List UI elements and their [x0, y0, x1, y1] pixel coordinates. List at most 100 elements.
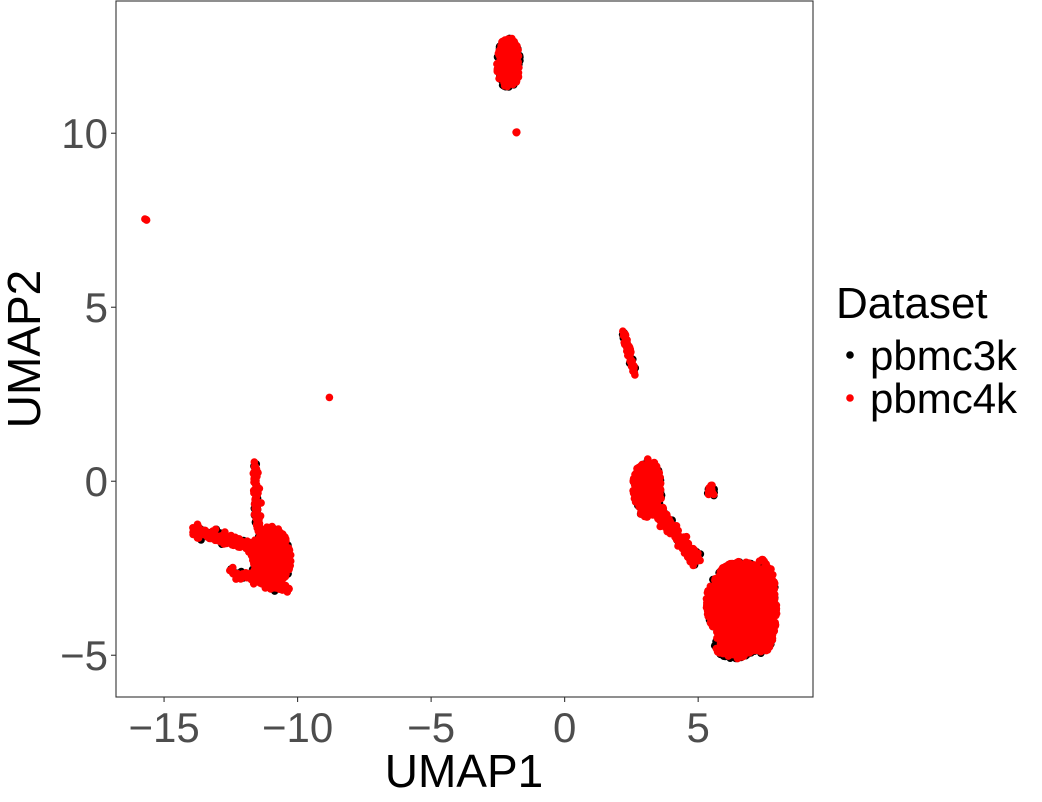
point-pbmc4k [252, 486, 261, 494]
point-pbmc4k [730, 614, 739, 623]
point-pbmc4k [226, 539, 234, 547]
x-tick-label: 5 [686, 704, 709, 751]
point-pbmc4k [651, 505, 660, 513]
x-tick-label: 0 [553, 704, 576, 751]
point-pbmc4k [498, 59, 506, 67]
point-pbmc4k [734, 606, 742, 614]
point-pbmc4k [652, 462, 661, 471]
point-pbmc4k [756, 566, 765, 575]
point-pbmc4k [228, 568, 237, 577]
point-pbmc4k [730, 588, 739, 597]
point-pbmc4k [719, 618, 727, 627]
legend-item-pbmc3k: pbmc3k [846, 332, 1018, 379]
point-pbmc4k [263, 563, 272, 572]
point-pbmc4k [694, 555, 703, 564]
point-pbmc4k [635, 481, 643, 489]
point-pbmc4k [249, 580, 258, 588]
point-pbmc4k [255, 521, 264, 530]
point-pbmc4k [201, 527, 210, 535]
point-pbmc4k [764, 628, 772, 637]
point-pbmc4k [656, 513, 664, 522]
point-pbmc4k [238, 538, 247, 546]
point-pbmc4k [232, 575, 240, 583]
y-tick-label: 0 [85, 458, 108, 505]
point-pbmc4k [641, 488, 649, 496]
point-pbmc4k [708, 488, 717, 497]
point-pbmc4k [511, 53, 519, 62]
point-pbmc4k [243, 573, 251, 581]
point-pbmc4k [250, 471, 259, 480]
point-pbmc4k [209, 534, 218, 543]
point-pbmc4k [739, 570, 747, 578]
point-pbmc4k [710, 599, 718, 607]
point-pbmc4k [281, 582, 289, 590]
point-pbmc4k [732, 639, 741, 647]
point-pbmc4k [731, 581, 740, 590]
point-pbmc4k [680, 533, 688, 541]
legend-key-pbmc4k [846, 394, 854, 402]
y-tick-label: 5 [85, 284, 108, 331]
point-pbmc4k [732, 598, 740, 606]
point-pbmc4k [738, 653, 746, 661]
plot-panel-border [115, 0, 814, 698]
point-pbmc4k [651, 486, 659, 495]
point-pbmc4k [283, 588, 292, 596]
point-pbmc4k [643, 513, 652, 521]
x-axis-ticks: −15 −10 −5 0 5 [128, 697, 710, 751]
point-pbmc4k [742, 646, 750, 654]
point-pbmc4k [704, 598, 713, 607]
point-pbmc4k [757, 603, 766, 611]
legend-key-pbmc3k [846, 351, 854, 359]
point-pbmc4k [266, 553, 275, 562]
data-points [141, 34, 781, 663]
point-pbmc4k [765, 603, 773, 612]
point-pbmc4k [276, 552, 284, 561]
point-pbmc4k [663, 527, 671, 536]
point-pbmc4k [750, 568, 759, 576]
point-pbmc4k [267, 577, 275, 586]
point-pbmc4k [764, 621, 772, 629]
point-pbmc4k [762, 594, 771, 602]
point-pbmc4k [218, 534, 227, 543]
x-tick-label: −10 [262, 704, 333, 751]
point-pbmc4k [747, 602, 755, 611]
point-pbmc4k [726, 650, 735, 659]
y-axis-ticks: −5 0 5 10 [60, 110, 116, 679]
point-pbmc4k [233, 539, 241, 547]
point-pbmc4k [262, 530, 271, 539]
point-pbmc4k [141, 215, 149, 223]
point-pbmc4k [625, 348, 634, 357]
point-pbmc4k [666, 522, 675, 530]
point-pbmc4k [750, 595, 759, 604]
point-pbmc4k [506, 76, 514, 84]
point-pbmc4k [731, 575, 739, 583]
point-pbmc4k [715, 592, 723, 601]
point-pbmc4k [731, 566, 740, 575]
point-pbmc4k [286, 557, 295, 565]
point-pbmc4k [771, 608, 779, 616]
point-pbmc4k [251, 462, 260, 471]
point-pbmc4k [502, 44, 511, 52]
point-pbmc4k [506, 37, 514, 45]
point-pbmc4k [277, 530, 285, 539]
point-pbmc4k [750, 589, 759, 597]
point-pbmc4k [513, 128, 521, 136]
point-pbmc4k [684, 548, 692, 557]
y-tick-label: −5 [60, 632, 108, 679]
x-tick-label: −5 [407, 704, 455, 751]
point-pbmc4k [622, 336, 631, 345]
point-pbmc4k [629, 486, 637, 495]
point-pbmc4k [283, 543, 292, 552]
point-pbmc4k [766, 578, 774, 587]
point-pbmc4k [272, 539, 281, 548]
point-pbmc4k [635, 472, 643, 481]
point-pbmc4k [707, 481, 715, 490]
point-pbmc4k [744, 559, 753, 567]
point-pbmc4k [246, 543, 254, 551]
point-pbmc4k [254, 500, 262, 509]
point-pbmc4k [635, 463, 643, 472]
y-axis-title: UMAP2 [0, 270, 50, 428]
point-pbmc4k [510, 64, 519, 72]
point-pbmc4k [512, 77, 521, 85]
legend-title: Dataset [836, 279, 988, 328]
